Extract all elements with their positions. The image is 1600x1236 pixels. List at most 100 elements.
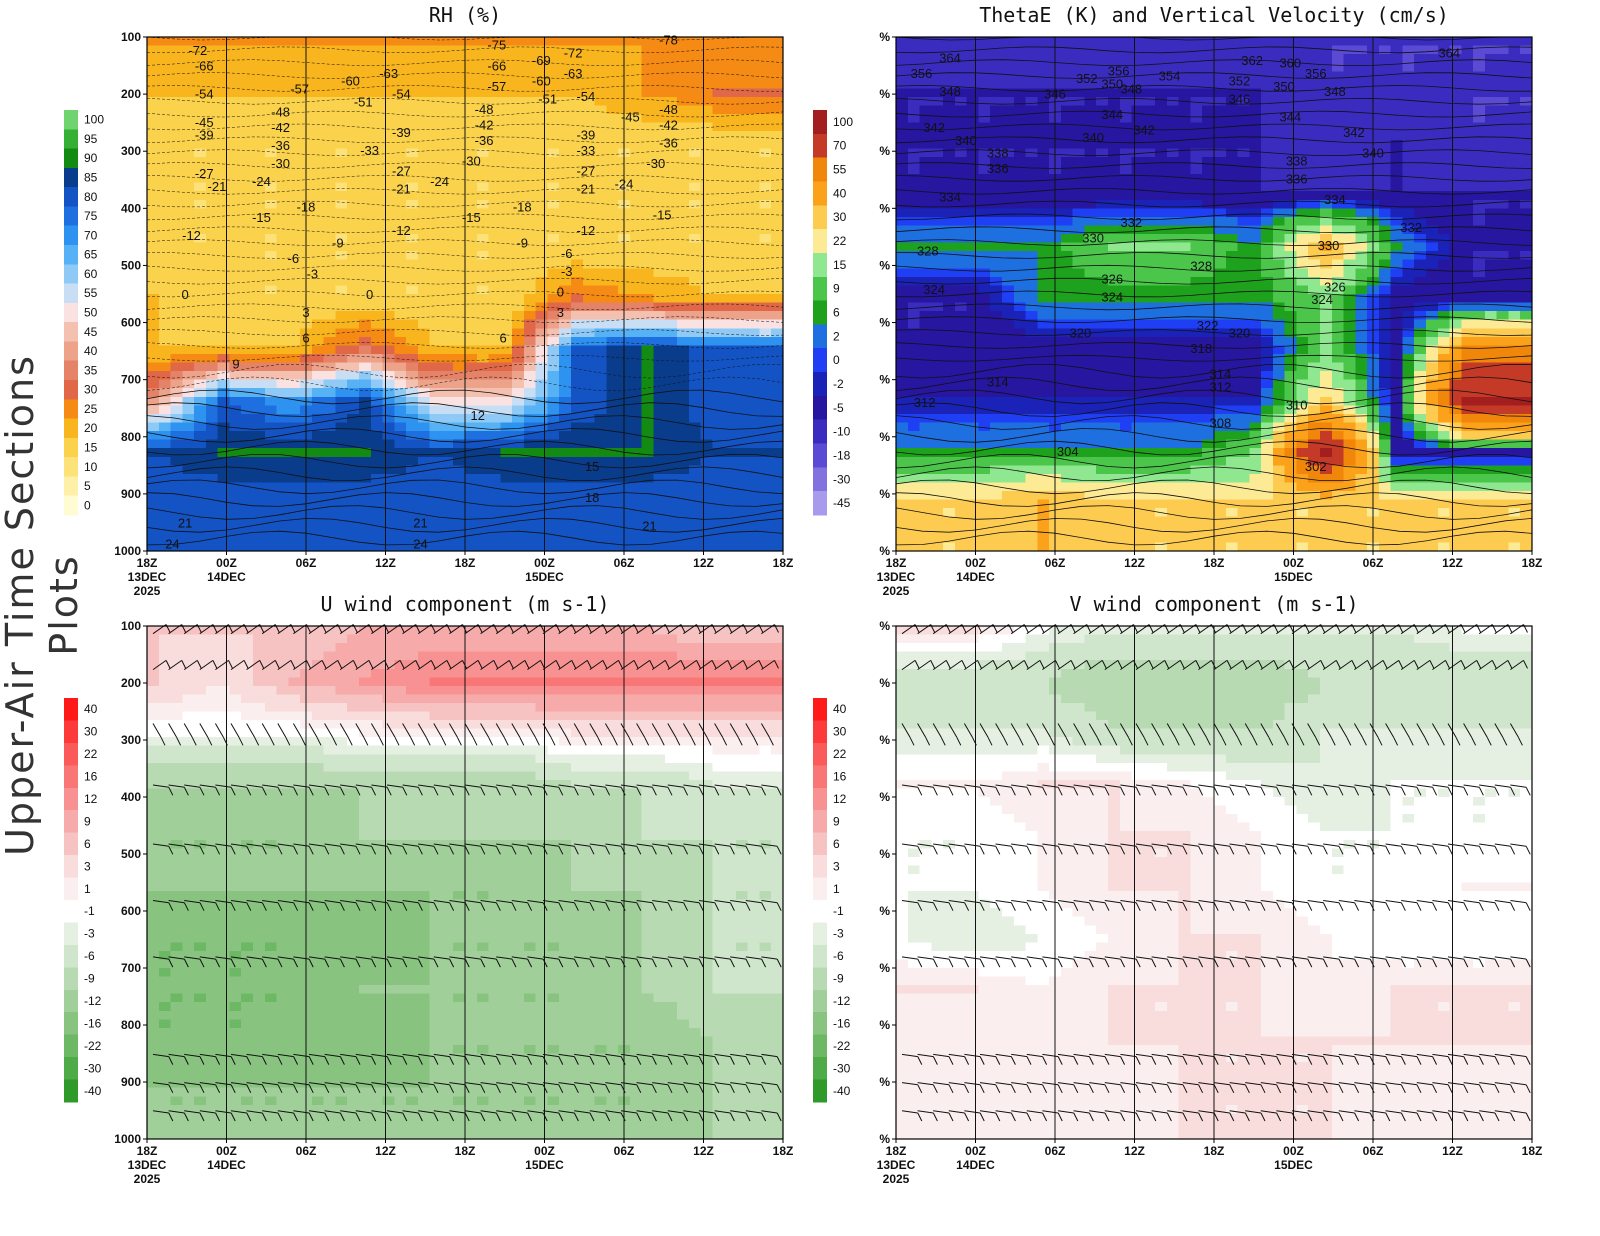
- cell-rh: [323, 294, 337, 304]
- cell-rh: [653, 396, 666, 406]
- colorbar-label: 75: [84, 209, 98, 223]
- cell-thetae: [990, 165, 1003, 175]
- cell-thetae: [954, 122, 968, 132]
- cell-thetae: [1461, 191, 1474, 201]
- cell-thetae: [1155, 97, 1168, 107]
- cell-thetae: [1119, 234, 1133, 244]
- cell-rh: [194, 431, 207, 441]
- cell-rh: [512, 473, 525, 484]
- cell-thetae: [907, 45, 921, 55]
- cell-rh: [429, 499, 443, 509]
- cell-thetae: [1237, 165, 1250, 175]
- cell-thetae: [1402, 45, 1415, 55]
- cell-thetae: [1426, 139, 1439, 149]
- cell-rh: [264, 456, 278, 466]
- cell-rh: [523, 499, 537, 509]
- cell-thetae: [1178, 182, 1192, 192]
- cell-rh: [735, 71, 749, 81]
- cell-thetae: [1320, 131, 1333, 141]
- cell-rh: [406, 234, 419, 244]
- cell-rh: [747, 319, 761, 329]
- cell-rh: [253, 199, 266, 209]
- cell-rh: [217, 499, 231, 509]
- cell-rh: [170, 122, 183, 132]
- cell-thetae: [1437, 62, 1451, 72]
- cell-thetae: [1119, 259, 1133, 269]
- cell-rh: [747, 285, 761, 295]
- cell-rh: [406, 199, 419, 209]
- cell-rh: [677, 242, 690, 252]
- cell-rh: [688, 216, 702, 227]
- x-tick-label: 00Z: [534, 556, 555, 570]
- cell-rh: [629, 276, 643, 287]
- cell-rh: [194, 413, 207, 424]
- cell-rh: [406, 294, 419, 304]
- cell-thetae: [1308, 105, 1321, 115]
- cell-thetae: [1261, 37, 1274, 47]
- cell-thetae: [1166, 97, 1180, 107]
- cell-thetae: [1037, 62, 1050, 72]
- cell-rh: [311, 182, 325, 192]
- cell-rh: [629, 533, 643, 544]
- cell-rh: [712, 294, 725, 304]
- cell-rh: [276, 174, 289, 184]
- cell-rh: [688, 542, 702, 552]
- cell-rh: [264, 131, 278, 141]
- cell-rh: [241, 45, 254, 55]
- cell-rh: [217, 182, 231, 192]
- cell-rh: [465, 37, 478, 47]
- cell-rh: [571, 54, 584, 64]
- cell-rh: [205, 105, 219, 115]
- cell-rh: [394, 542, 407, 552]
- contour-label: 21: [413, 516, 427, 531]
- cell-rh: [559, 276, 572, 287]
- cell-thetae: [1155, 174, 1168, 184]
- cell-rh: [182, 79, 195, 89]
- cell-rh: [323, 45, 337, 55]
- cell-thetae: [896, 259, 909, 269]
- cell-rh: [700, 294, 713, 304]
- cell-thetae: [1320, 276, 1333, 287]
- cell-rh: [182, 533, 195, 544]
- cell-rh: [688, 294, 702, 304]
- cell-rh: [370, 465, 384, 475]
- cell-rh: [453, 88, 466, 98]
- cell-rh: [276, 208, 289, 218]
- cell-thetae: [1508, 88, 1521, 98]
- cell-rh: [441, 508, 454, 518]
- cell-thetae: [1414, 122, 1427, 132]
- cell-thetae: [1296, 97, 1309, 107]
- cell-thetae: [1202, 79, 1215, 89]
- cell-rh: [688, 388, 702, 398]
- cell-thetae: [1108, 276, 1121, 287]
- cell-rh: [205, 542, 219, 552]
- cell-rh: [194, 114, 207, 124]
- cell-thetae: [1484, 182, 1498, 192]
- cell-rh: [170, 533, 183, 544]
- cell-rh: [582, 448, 596, 458]
- cell-thetae: [1096, 216, 1109, 227]
- cell-thetae: [1119, 276, 1133, 287]
- cell-rh: [629, 542, 643, 552]
- cell-rh: [535, 473, 549, 484]
- cell-rh: [229, 499, 242, 509]
- cell-thetae: [1261, 165, 1274, 175]
- cell-rh: [500, 54, 513, 64]
- cell-rh: [771, 122, 784, 132]
- cell-rh: [170, 105, 183, 115]
- cell-rh: [335, 174, 348, 184]
- cell-rh: [759, 482, 772, 492]
- cell-rh: [735, 259, 749, 269]
- cell-rh: [217, 225, 231, 235]
- cell-rh: [217, 174, 231, 184]
- cell-rh: [276, 191, 289, 201]
- cell-thetae: [1214, 276, 1227, 287]
- cell-thetae: [1308, 174, 1321, 184]
- cell-rh: [653, 508, 666, 518]
- cell-rh: [276, 285, 289, 295]
- cell-thetae: [1249, 276, 1262, 287]
- cell-thetae: [1096, 54, 1109, 64]
- cell-rh: [677, 533, 690, 544]
- contour-label: -6: [561, 246, 573, 261]
- cell-rh: [606, 114, 619, 124]
